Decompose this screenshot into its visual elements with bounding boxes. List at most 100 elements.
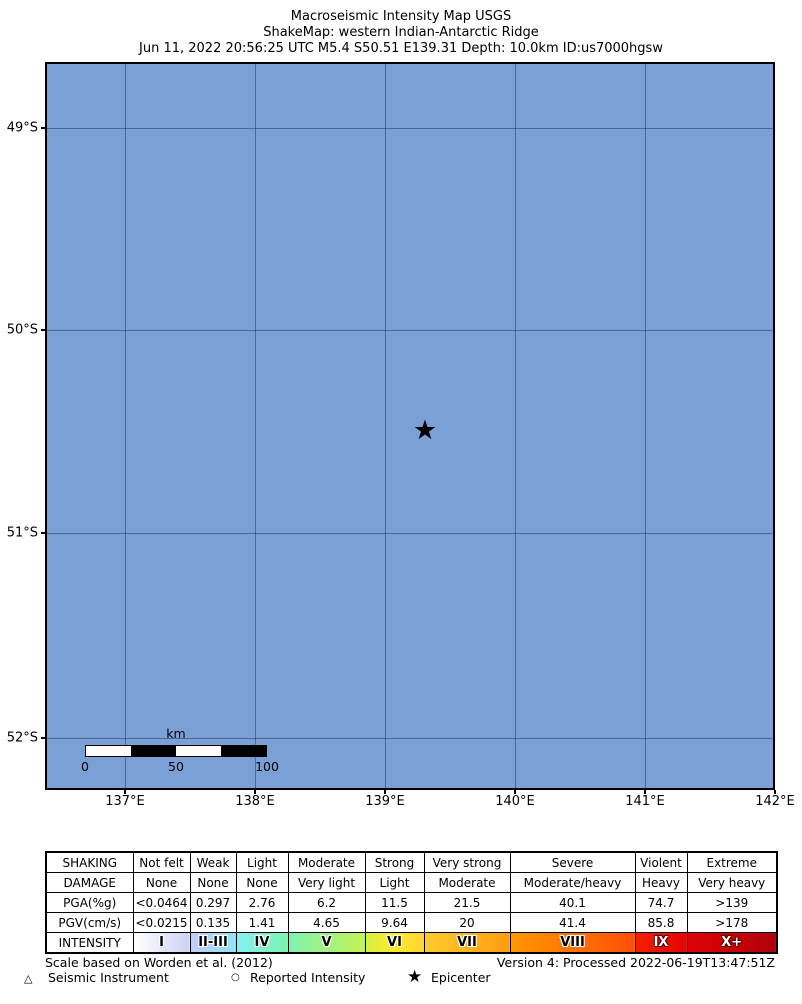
map-gridline-meridian xyxy=(645,64,646,788)
legend-table-cell: Very light xyxy=(287,872,366,893)
legend-table-cell: 21.5 xyxy=(423,892,511,913)
y-axis-tick-label: 52°S xyxy=(6,730,38,746)
legend-table-cell: 0.297 xyxy=(189,892,237,913)
legend-table-cell: Extreme xyxy=(686,851,778,873)
y-axis-tick-label: 51°S xyxy=(6,525,38,541)
legend-table-cell: 9.64 xyxy=(364,912,425,933)
legend-table-cell: 6.2 xyxy=(287,892,366,913)
triangle-icon: △ xyxy=(24,972,33,985)
row-header-cell: PGA(%g) xyxy=(45,892,134,913)
legend-table-cell: 0.135 xyxy=(189,912,237,933)
intensity-color-cell: X+ xyxy=(686,932,778,954)
row-header-cell: PGV(cm/s) xyxy=(45,912,134,933)
legend-table-cell: 85.8 xyxy=(634,912,688,933)
x-axis-tick-label: 139°E xyxy=(365,794,405,809)
scale-bar-segment xyxy=(221,746,266,756)
x-axis-tick-label: 140°E xyxy=(495,794,535,809)
legend-table-cell: <0.0464 xyxy=(132,892,191,913)
legend-table-row: SHAKING Not felt Weak Light Moderate Strong Ve… xyxy=(45,851,778,873)
epicenter-label: Epicenter xyxy=(431,970,491,985)
legend-table-cell: Very strong xyxy=(423,851,511,873)
x-axis-tick xyxy=(384,790,386,794)
y-axis-tick xyxy=(41,127,45,129)
legend-table-row: DAMAGE None None None Very light Light Moderat… xyxy=(45,872,778,893)
legend-table-cell: 40.1 xyxy=(509,892,636,913)
map-subtitle: ShakeMap: western Indian-Antarctic Ridge xyxy=(263,25,539,40)
y-axis-tick xyxy=(41,737,45,739)
scale-bar-segment xyxy=(176,746,221,756)
legend-table-cell: Moderate xyxy=(287,851,366,873)
y-axis-tick-label: 49°S xyxy=(6,120,38,136)
legend-table-cell: Light xyxy=(235,851,289,873)
reported-intensity-label: Reported Intensity xyxy=(250,970,366,985)
legend-table-cell: Not felt xyxy=(132,851,191,873)
x-axis-tick xyxy=(254,790,256,794)
legend-table-cell: 2.76 xyxy=(235,892,289,913)
intensity-row: INTENSITY I II-III IV V VI VII VIII IX X+ xyxy=(45,932,778,954)
intensity-color-cell: VII xyxy=(423,932,511,954)
epicenter-star-icon: ★ xyxy=(412,415,438,447)
intensity-color-cell: VI xyxy=(364,932,425,954)
x-axis-tick xyxy=(644,790,646,794)
legend-table-cell: Light xyxy=(364,872,425,893)
intensity-color-cell: V xyxy=(287,932,366,954)
seismic-instrument-label: Seismic Instrument xyxy=(48,970,169,985)
legend-table-cell: None xyxy=(132,872,191,893)
legend-table-cell: 41.4 xyxy=(509,912,636,933)
map-gridline-meridian xyxy=(255,64,256,788)
map-canvas xyxy=(45,62,775,790)
star-icon: ★ xyxy=(407,967,423,987)
legend-table-cell: Severe xyxy=(509,851,636,873)
x-axis-tick xyxy=(774,790,776,794)
scale-bar-tick-label: 100 xyxy=(255,759,279,774)
legend-table-cell: >139 xyxy=(686,892,778,913)
row-header-cell: INTENSITY xyxy=(45,932,134,954)
scale-reference-note: Scale based on Worden et al. (2012) xyxy=(45,955,273,970)
legend-table-cell: Moderate/heavy xyxy=(509,872,636,893)
intensity-color-cell: II-III xyxy=(189,932,237,954)
intensity-color-cell: IV xyxy=(235,932,289,954)
legend-table-cell: 4.65 xyxy=(287,912,366,933)
legend-table-cell: 1.41 xyxy=(235,912,289,933)
legend-table-cell: None xyxy=(189,872,237,893)
legend-table-cell: 74.7 xyxy=(634,892,688,913)
map-gridline-meridian xyxy=(515,64,516,788)
x-axis-tick-label: 142°E xyxy=(755,794,795,809)
map-gridline-parallel xyxy=(47,738,773,739)
scale-bar-segment xyxy=(86,746,131,756)
legend-table-cell: Weak xyxy=(189,851,237,873)
page-title: Macroseismic Intensity Map USGS xyxy=(290,9,512,24)
intensity-legend-table: SHAKING Not felt Weak Light Moderate Strong Ve… xyxy=(45,851,778,954)
x-axis-tick-label: 137°E xyxy=(105,794,145,809)
scale-bar-segment xyxy=(131,746,176,756)
legend-table-cell: >178 xyxy=(686,912,778,933)
scale-bar-tick-label: 0 xyxy=(81,759,89,774)
scale-bar-unit-label: km xyxy=(166,726,186,741)
circle-icon: ○ xyxy=(231,972,240,983)
map-gridline-meridian xyxy=(125,64,126,788)
map-scale-bar xyxy=(85,745,267,757)
x-axis-tick-label: 138°E xyxy=(235,794,275,809)
map-gridline-parallel xyxy=(47,330,773,331)
x-axis-tick xyxy=(124,790,126,794)
legend-table-cell: Moderate xyxy=(423,872,511,893)
x-axis-tick-label: 141°E xyxy=(625,794,665,809)
legend-table-cell: Violent xyxy=(634,851,688,873)
legend-table-cell: None xyxy=(235,872,289,893)
y-axis-tick xyxy=(41,329,45,331)
legend-table-cell: Strong xyxy=(364,851,425,873)
event-info-line: Jun 11, 2022 20:56:25 UTC M5.4 S50.51 E1… xyxy=(139,41,663,56)
intensity-color-cell: VIII xyxy=(509,932,636,954)
map-gridline-parallel xyxy=(47,128,773,129)
intensity-color-cell: IX xyxy=(634,932,688,954)
y-axis-tick xyxy=(41,532,45,534)
map-header: Macroseismic Intensity Map USGS ShakeMap… xyxy=(0,9,802,57)
legend-table-cell: Very heavy xyxy=(686,872,778,893)
legend-table-cell: 20 xyxy=(423,912,511,933)
symbol-legend: △ Seismic Instrument ○ Reported Intensit… xyxy=(0,967,802,988)
y-axis-tick-label: 50°S xyxy=(6,322,38,338)
x-axis-tick xyxy=(514,790,516,794)
legend-table-cell: 11.5 xyxy=(364,892,425,913)
legend-table-cell: Heavy xyxy=(634,872,688,893)
